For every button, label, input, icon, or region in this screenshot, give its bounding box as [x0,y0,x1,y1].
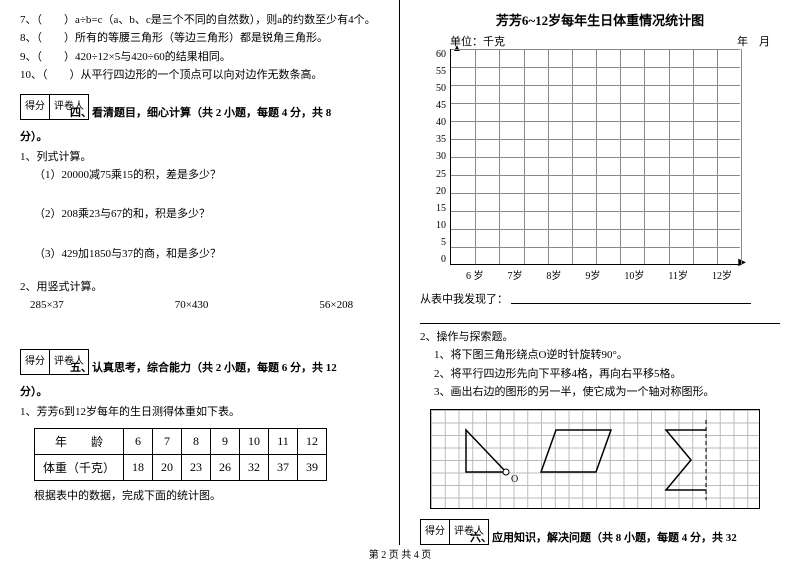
y-axis: 60 55 50 45 40 35 30 25 20 15 10 5 0 [420,49,450,265]
y-label: 25 [436,169,446,180]
table-row: 体重（千克） 18 20 23 26 32 37 39 [35,454,327,480]
x-label: 8岁 [546,267,561,282]
y-label: 0 [441,254,446,265]
y-label: 45 [436,100,446,111]
op-title: 2、操作与探索题。 [420,330,780,345]
y-label: 10 [436,220,446,231]
y-label: 15 [436,203,446,214]
x-label: 9岁 [585,267,600,282]
table-cell: 11 [269,428,298,454]
found-text: 从表中我发现了： [420,294,508,306]
left-column: 7、（ ）a÷b=c（a、b、c是三个不同的自然数），则a的约数至少有4个。 8… [0,0,400,545]
calc-row: 285×37 70×430 56×208 [30,299,353,311]
found-label: 从表中我发现了： [420,288,780,308]
y-label: 55 [436,66,446,77]
table-intro: 1、芳芳6到12岁每年的生日测得体重如下表。 [20,405,379,420]
op-l2: 2、将平行四边形先向下平移4格，再向右平移5格。 [434,367,780,382]
score-cell: 得分 [20,349,50,375]
table-cell: 32 [240,454,269,480]
y-label: 20 [436,186,446,197]
table-cell: 年 龄 [35,428,124,454]
judge-item: 8、（ ）所有的等腰三角形（等边三角形）都是锐角三角形。 [20,31,379,46]
judge-item: 7、（ ）a÷b=c（a、b、c是三个不同的自然数），则a的约数至少有4个。 [20,13,379,28]
score-cell: 得分 [420,519,450,545]
x-label: 12岁 [712,267,732,282]
q2: 2、用竖式计算。 [20,280,379,295]
table-cell: 9 [211,428,240,454]
weight-table: 年 龄 6 7 8 9 10 11 12 体重（千克） 18 20 23 26 … [34,428,327,481]
y-label: 5 [441,237,446,248]
section-4-title: 四、看清题目，细心计算（共 2 小题，每题 4 分，共 8 [70,104,379,120]
table-cell: 26 [211,454,240,480]
table-cell: 37 [269,454,298,480]
section-5-title: 五、认真思考，综合能力（共 2 小题，每题 6 分，共 12 [70,359,379,375]
chart-title: 芳芳6~12岁每年生日体重情况统计图 [420,10,780,29]
table-cell: 10 [240,428,269,454]
op-l1: 1、将下图三角形绕点O逆时针旋转90°。 [434,348,780,363]
section-5-after: 分）。 [20,383,379,399]
y-label: 35 [436,134,446,145]
right-column: 芳芳6~12岁每年生日体重情况统计图 单位：千克 年 月 ▲ 60 55 50 … [400,0,800,545]
chart-grid: ▶ [450,49,740,265]
op-l3: 3、画出右边的图形的另一半，使它成为一个轴对称图形。 [434,385,780,400]
arrow-right-icon: ▶ [738,257,746,268]
y-label: 50 [436,83,446,94]
score-cell: 得分 [20,94,50,120]
table-cell: 12 [298,428,327,454]
q1b: （2）208乘23与67的和，积是多少？ [34,207,379,222]
table-cell: 39 [298,454,327,480]
table-row: 年 龄 6 7 8 9 10 11 12 [35,428,327,454]
section-6-title: 六、应用知识，解决问题（共 8 小题，每题 4 分，共 32 [470,529,780,545]
table-cell: 体重（千克） [35,454,124,480]
q1a: （1）20000减75乘15的积，差是多少？ [34,168,379,183]
x-label: 11岁 [668,267,688,282]
page-footer: 第 2 页 共 4 页 [0,546,800,561]
y-label: 40 [436,117,446,128]
y-label: 30 [436,151,446,162]
q1c: （3）429加1850与37的商，和是多少？ [34,247,379,262]
calc-item: 285×37 [30,299,64,311]
x-label: 7岁 [507,267,522,282]
table-cell: 8 [182,428,211,454]
judge-item: 10、（ ）从平行四边形的一个顶点可以向对边作无数条高。 [20,68,379,83]
operation-grid: O [430,409,760,509]
y-label: 60 [436,49,446,60]
table-cell: 20 [153,454,182,480]
judge-item: 9、（ ）420÷12×5与420÷60的结果相同。 [20,50,379,65]
calc-item: 70×430 [175,299,209,311]
q1: 1、列式计算。 [20,150,379,165]
svg-text:O: O [511,474,518,485]
table-cell: 6 [124,428,153,454]
table-cell: 23 [182,454,211,480]
x-label: 6 岁 [466,267,484,282]
table-cell: 7 [153,428,182,454]
blank-line [420,312,780,324]
calc-item: 56×208 [319,299,353,311]
weight-chart: 芳芳6~12岁每年生日体重情况统计图 单位：千克 年 月 ▲ 60 55 50 … [420,10,780,282]
section-4-after: 分）。 [20,128,379,144]
table-cell: 18 [124,454,153,480]
table-after: 根据表中的数据，完成下面的统计图。 [34,489,379,504]
chart-date: 年 月 [737,33,770,49]
blank-line [511,292,751,304]
x-label: 10岁 [624,267,644,282]
x-axis: 6 岁 7岁 8岁 9岁 10岁 11岁 12岁 [454,267,744,282]
